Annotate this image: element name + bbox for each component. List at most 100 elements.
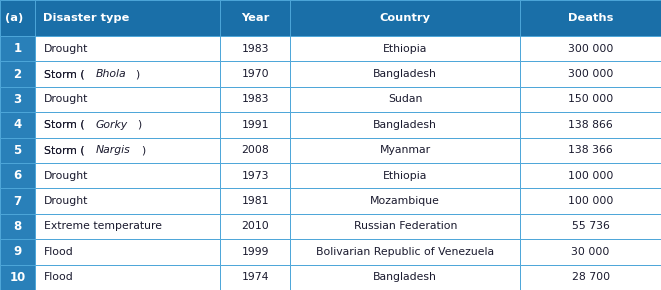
Text: 9: 9 [13,245,22,258]
Text: Flood: Flood [44,272,73,282]
Text: Storm (: Storm ( [44,145,84,155]
Text: Storm (: Storm ( [44,120,84,130]
Text: 2: 2 [13,68,22,81]
Text: Ethiopia: Ethiopia [383,44,428,54]
Text: 1974: 1974 [241,272,269,282]
Bar [0,239,35,264]
Bar [0,36,35,61]
Text: Bangladesh: Bangladesh [373,69,437,79]
Text: 138 866: 138 866 [568,120,613,130]
Bar [0,61,35,87]
Text: 1999: 1999 [241,247,269,257]
Bar [290,112,520,137]
Bar [220,112,290,137]
Bar [35,137,220,163]
Text: Storm (: Storm ( [44,69,84,79]
Bar [290,239,520,264]
Bar [290,36,520,61]
Text: 5: 5 [13,144,22,157]
Text: 1: 1 [13,42,22,55]
Bar [520,137,661,163]
Text: ): ) [141,145,145,155]
Text: 2010: 2010 [241,222,269,231]
Bar [220,61,290,87]
Text: 150 000: 150 000 [568,95,613,104]
Bar [220,36,290,61]
Text: 7: 7 [13,195,22,208]
Text: Storm (: Storm ( [44,145,84,155]
Text: Bolivarian Republic of Venezuela: Bolivarian Republic of Venezuela [316,247,494,257]
Text: Bangladesh: Bangladesh [373,272,437,282]
Bar [35,264,220,290]
Bar [520,112,661,137]
Text: Drought: Drought [44,44,88,54]
Bar [35,163,220,188]
Text: Deaths: Deaths [568,13,613,23]
Bar [220,214,290,239]
Text: 8: 8 [13,220,22,233]
Bar [35,87,220,112]
Text: Myanmar: Myanmar [379,145,431,155]
Bar [520,36,661,61]
Text: Nargis: Nargis [96,145,131,155]
Bar [0,87,35,112]
Text: 1983: 1983 [241,95,269,104]
Bar [220,239,290,264]
Bar [290,61,520,87]
Bar [290,163,520,188]
Text: Ethiopia: Ethiopia [383,171,428,181]
Bar [220,87,290,112]
Text: Flood: Flood [44,247,73,257]
Text: Bhola: Bhola [96,69,126,79]
Bar [35,188,220,214]
Bar [220,188,290,214]
Text: Drought: Drought [44,171,88,181]
Bar [520,188,661,214]
Bar [35,36,220,61]
Bar [35,61,220,87]
Text: Bangladesh: Bangladesh [373,120,437,130]
Bar [220,163,290,188]
Text: 2008: 2008 [241,145,269,155]
Bar [290,137,520,163]
Text: 55 736: 55 736 [572,222,609,231]
Text: 138 366: 138 366 [568,145,613,155]
Bar [0,0,661,36]
Text: Disaster type: Disaster type [43,13,130,23]
Text: 4: 4 [13,118,22,131]
Text: ): ) [137,120,141,130]
Text: 300 000: 300 000 [568,44,613,54]
Text: 100 000: 100 000 [568,171,613,181]
Text: Mozambique: Mozambique [370,196,440,206]
Bar [290,188,520,214]
Text: 1983: 1983 [241,44,269,54]
Text: Gorky: Gorky [96,120,128,130]
Bar [0,264,35,290]
Bar [0,112,35,137]
Text: Drought: Drought [44,196,88,206]
Bar [0,0,661,36]
Bar [290,214,520,239]
Text: Extreme temperature: Extreme temperature [44,222,162,231]
Bar [35,214,220,239]
Text: 1991: 1991 [241,120,269,130]
Text: 28 700: 28 700 [572,272,609,282]
Text: Year: Year [241,13,269,23]
Text: ): ) [136,69,139,79]
Text: (a): (a) [5,13,24,23]
Text: Russian Federation: Russian Federation [354,222,457,231]
Bar [520,163,661,188]
Text: 10: 10 [9,271,26,284]
Bar [520,239,661,264]
Text: 3: 3 [13,93,22,106]
Bar [220,137,290,163]
Bar [0,214,35,239]
Bar [520,214,661,239]
Bar [0,163,35,188]
Bar [520,264,661,290]
Bar [0,188,35,214]
Bar [290,87,520,112]
Text: 300 000: 300 000 [568,69,613,79]
Text: 6: 6 [13,169,22,182]
Text: Storm (: Storm ( [44,120,84,130]
